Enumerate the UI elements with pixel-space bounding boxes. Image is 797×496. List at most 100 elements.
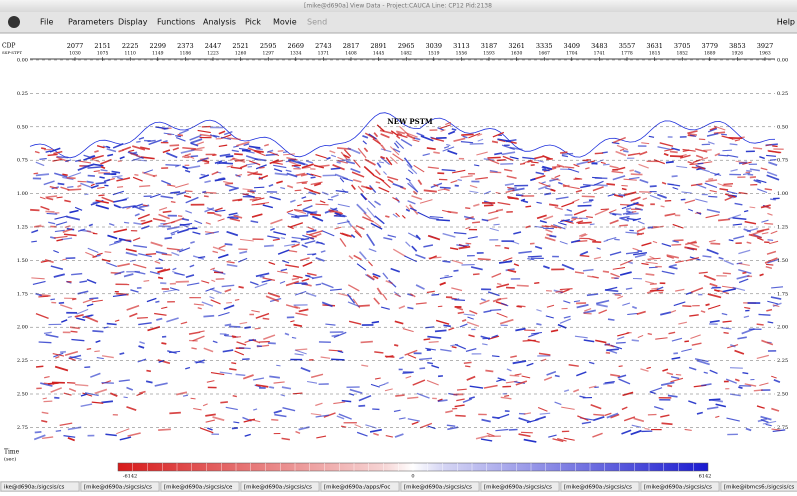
time-label: 1.75 xyxy=(17,291,28,297)
ssp-label: 1593 xyxy=(483,51,495,57)
seismic-wiggle xyxy=(67,178,76,179)
seismic-wiggle xyxy=(50,299,55,300)
seismic-wiggle xyxy=(444,275,448,276)
seismic-wiggle xyxy=(191,348,196,349)
ssp-label: 1334 xyxy=(290,51,302,57)
seismic-wiggle xyxy=(202,192,206,193)
seismic-wiggle xyxy=(695,213,701,214)
seismic-wiggle xyxy=(485,371,493,372)
seismic-wiggle xyxy=(263,318,270,319)
task-label[interactable]: [mike@d690a:/apps/Foc xyxy=(324,485,390,491)
axis-unit: (sec) xyxy=(4,456,16,463)
task-label[interactable]: [mike@d690a:/sigcsis/ce xyxy=(164,485,233,491)
ssp-label: 1852 xyxy=(676,51,688,57)
seismic-wiggle xyxy=(584,313,592,314)
seismic-wiggle xyxy=(385,356,395,357)
seismic-wiggle xyxy=(228,217,239,218)
ssp-label: 1926 xyxy=(732,51,744,57)
seismic-wiggle xyxy=(487,157,500,158)
cdp-label: 3409 xyxy=(564,42,581,50)
seismic-wiggle xyxy=(661,206,665,207)
seismic-wiggle xyxy=(626,213,639,214)
seismic-wiggle xyxy=(710,243,720,244)
menu-item[interactable]: File xyxy=(40,18,53,27)
seismic-wiggle xyxy=(455,416,465,417)
time-label: 2.50 xyxy=(17,392,28,398)
menu-item[interactable]: Pick xyxy=(245,18,261,27)
seismic-wiggle xyxy=(295,190,302,191)
menu-item[interactable]: Functions xyxy=(157,18,195,27)
cdp-label: 2521 xyxy=(232,42,249,50)
ssp-label: 1815 xyxy=(649,51,661,57)
seismic-wiggle xyxy=(516,306,521,307)
menu-item[interactable]: Display xyxy=(118,18,148,27)
seismic-wiggle xyxy=(492,356,499,357)
seismic-wiggle xyxy=(708,196,717,197)
seismic-wiggle xyxy=(510,375,520,376)
task-label[interactable]: [mike@d690a:/sigcsis/cs xyxy=(84,485,152,491)
seismic-wiggle xyxy=(148,140,156,141)
seismic-wiggle xyxy=(407,308,413,309)
seismic-wiggle xyxy=(35,432,42,433)
time-label: 1.00 xyxy=(17,191,28,197)
time-label: 0.50 xyxy=(777,124,788,130)
seismic-wiggle xyxy=(772,146,777,147)
seismic-wiggle xyxy=(47,214,58,215)
seismic-wiggle xyxy=(435,330,447,331)
menu-item[interactable]: Send xyxy=(307,18,327,27)
seismic-wiggle xyxy=(239,348,251,349)
seismic-wiggle xyxy=(708,179,713,180)
ssp-label: 1556 xyxy=(456,51,468,57)
seismic-wiggle xyxy=(750,177,756,178)
cdp-label: 2447 xyxy=(205,42,222,50)
seismic-wiggle xyxy=(136,141,140,142)
seismic-wiggle xyxy=(395,395,404,396)
task-label[interactable]: [mike@ibmcs6:/sigcsis/cs xyxy=(724,485,794,491)
seismic-wiggle xyxy=(311,177,316,178)
seismic-wiggle xyxy=(722,186,732,187)
seismic-wiggle xyxy=(178,135,183,136)
menu-item[interactable]: Parameters xyxy=(68,18,114,27)
seismic-wiggle xyxy=(666,162,674,163)
seismic-wiggle xyxy=(618,195,625,196)
seismic-wiggle xyxy=(271,420,278,421)
seismic-wiggle xyxy=(120,353,125,354)
task-label[interactable]: [mike@d690a:/sigcsis/cs xyxy=(244,485,312,491)
seismic-wiggle xyxy=(169,413,180,414)
seismic-wiggle xyxy=(508,198,517,199)
task-label[interactable]: [mike@d690a:/sigcsis/cs xyxy=(404,485,472,491)
seismic-wiggle xyxy=(361,342,373,343)
seismic-wiggle xyxy=(234,154,243,155)
task-label[interactable]: [mike@d690a:/sigcsis/cs xyxy=(644,485,712,491)
seismic-wiggle xyxy=(124,222,129,223)
seismic-wiggle xyxy=(331,168,341,169)
time-label: 2.25 xyxy=(17,358,28,364)
menu-item[interactable]: Movie xyxy=(273,18,297,27)
seismic-wiggle xyxy=(107,324,117,325)
task-label[interactable]: [mike@d690a:/sigcsis/cs xyxy=(564,485,632,491)
menu-item[interactable]: Analysis xyxy=(203,18,236,27)
cdp-label: 2225 xyxy=(122,42,139,50)
seismic-wiggle xyxy=(466,243,472,244)
seismic-wiggle xyxy=(672,245,682,246)
seismic-wiggle xyxy=(276,365,280,366)
seismic-wiggle xyxy=(31,241,37,242)
seismic-wiggle xyxy=(723,184,733,185)
cdp-label: 3853 xyxy=(729,42,746,50)
seismic-wiggle xyxy=(458,312,464,313)
seismic-wiggle xyxy=(754,390,763,391)
task-label[interactable]: ike@d690a:/sigcsis/cs xyxy=(4,485,65,491)
ssp-label: 1297 xyxy=(262,51,274,57)
seismic-wiggle xyxy=(525,206,531,207)
menu-help[interactable]: Help xyxy=(777,18,795,27)
seismic-wiggle xyxy=(170,145,180,146)
seismic-wiggle xyxy=(225,324,231,325)
ssp-label: 1741 xyxy=(594,51,606,57)
seismic-wiggle xyxy=(374,352,383,353)
ssp-label: 1630 xyxy=(511,51,523,57)
task-label[interactable]: [mike@d690a:/sigcsis/cs xyxy=(484,485,552,491)
seismic-wiggle xyxy=(592,177,602,178)
seismic-wiggle xyxy=(595,153,603,154)
seismic-wiggle xyxy=(163,211,172,212)
app-icon[interactable] xyxy=(8,16,20,28)
